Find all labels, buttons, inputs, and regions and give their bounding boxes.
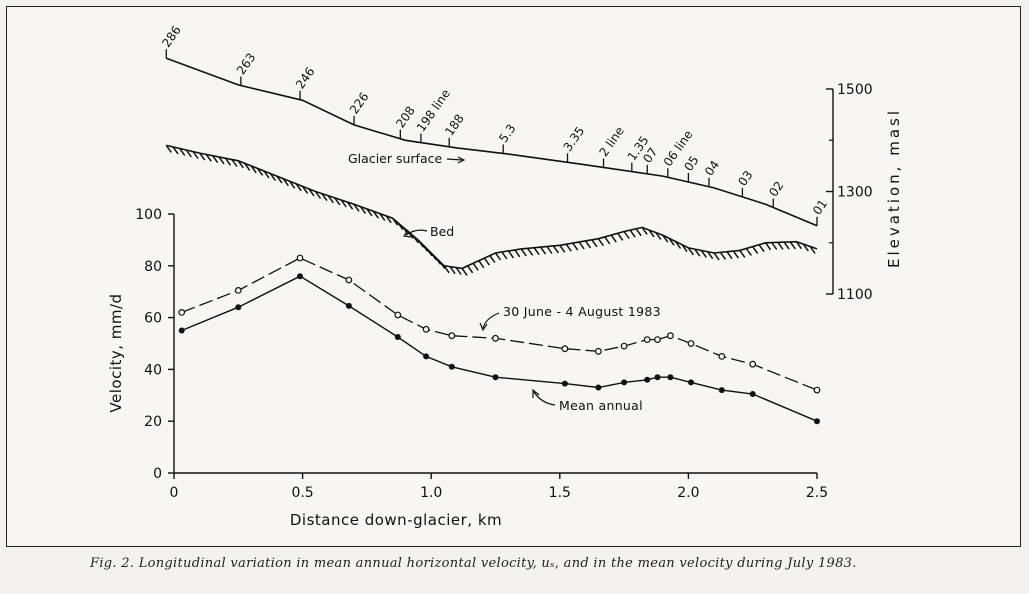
annual-velocity-point [561,380,568,387]
stake-label: 263 [234,50,259,77]
distance-tick-label: 0 [170,485,179,501]
velocity-tick-label: 100 [135,207,162,223]
summer-arrowhead [479,322,488,332]
stake-label: 05 [681,153,701,174]
bed-label: Bed [430,224,454,239]
annual-velocity-point [595,384,602,391]
velocity-axis: 0 20 40 60 80 100 [135,207,175,482]
surface-arrow [446,158,463,161]
elevation-tick-label: 1300 [837,185,873,201]
velocity-tick-label: 40 [144,362,162,378]
annual-velocity-point [394,334,401,340]
elevation-axis: 1100 1300 1500 [826,82,873,303]
summer-velocity-point [561,345,569,353]
summer-velocity-point [667,332,674,340]
summer-velocity-line [181,257,818,391]
stake-label: 246 [293,65,318,92]
summer-velocity-point [345,276,353,284]
figure-frame [6,6,1021,547]
distance-tick-label: 1.5 [549,485,571,501]
annual-velocity-point [448,363,455,370]
annual-velocity-point [235,304,242,311]
summer-series-label: 30 June - 4 August 1983 [503,304,661,319]
distance-axis: 0 0.5 1.0 1.5 2.0 2.5 [170,472,828,501]
stake-label: 01 [810,197,830,218]
summer-velocity-point [643,336,651,344]
y-axis-right-title: Elevation, masl [885,108,903,268]
distance-tick-label: 1.0 [420,485,442,501]
bed-arrow [405,229,428,236]
summer-velocity-point [813,386,821,394]
velocity-tick-label: 20 [144,414,162,430]
annual-velocity-point [621,379,628,386]
velocity-series [178,254,821,425]
summer-velocity-point [687,340,695,347]
summer-velocity-point [620,342,628,350]
glacier-surface-label: Glacier surface [348,151,442,166]
summer-velocity-point [749,360,757,368]
annual-velocity-point [178,327,185,334]
stake-label: 5.3 [496,122,518,146]
summer-velocity-point [422,325,430,333]
stake-label: 03 [735,168,755,189]
summer-velocity-point [234,287,242,294]
annual-arrowhead [532,388,540,398]
annual-velocity-point [654,374,661,381]
summer-velocity-point [718,353,726,360]
distance-tick-label: 2.5 [806,485,828,501]
annual-arrow [533,391,556,406]
summer-arrow [482,312,500,329]
summer-velocity-point [492,334,499,342]
annual-velocity-point [667,374,674,381]
figure-caption: Fig. 2. Longitudinal variation in mean a… [90,556,857,571]
annual-velocity-line [181,275,818,422]
profile-lines [165,57,818,276]
velocity-tick-label: 80 [144,259,162,275]
stake-label: 226 [347,90,372,117]
glacier-surface-line [166,57,818,227]
annual-velocity-point [423,353,430,360]
elevation-tick-label: 1500 [837,82,873,98]
summer-velocity-point [448,332,456,340]
annual-velocity-point [345,302,352,309]
y-axis-left-title: Velocity, mm/d [107,293,125,412]
annual-velocity-point [688,379,694,386]
annual-velocity-point [492,374,499,381]
elevation-tick-label: 1100 [837,287,873,303]
summer-velocity-point [654,336,661,344]
annual-series-label: Mean annual [559,398,643,413]
annual-velocity-point [718,387,725,394]
annual-velocity-point [749,391,756,397]
summer-velocity-point [178,309,186,316]
stake-label: 188 [442,112,467,139]
stake-label: 3.35 [560,124,587,154]
distance-tick-label: 2.0 [677,485,699,501]
stake-label: 2 line [596,124,626,159]
annual-velocity-point [644,376,651,383]
summer-velocity-point [595,347,602,355]
bed-line [166,144,818,270]
annual-velocity-point [297,273,303,280]
surface-arrowhead [457,156,466,164]
x-axis-title: Distance down-glacier, km [290,511,502,529]
stake-label: 02 [766,179,786,200]
summer-velocity-point [394,311,402,319]
stake-label: 286 [159,23,184,50]
stake-label: 04 [702,158,722,179]
summer-velocity-point [296,254,304,262]
velocity-tick-label: 0 [153,466,162,482]
velocity-tick-label: 60 [144,311,162,327]
distance-tick-label: 0.5 [291,485,313,501]
bed-hatching [165,144,816,276]
annual-velocity-point [814,418,820,425]
bed-arrowhead [402,229,412,238]
